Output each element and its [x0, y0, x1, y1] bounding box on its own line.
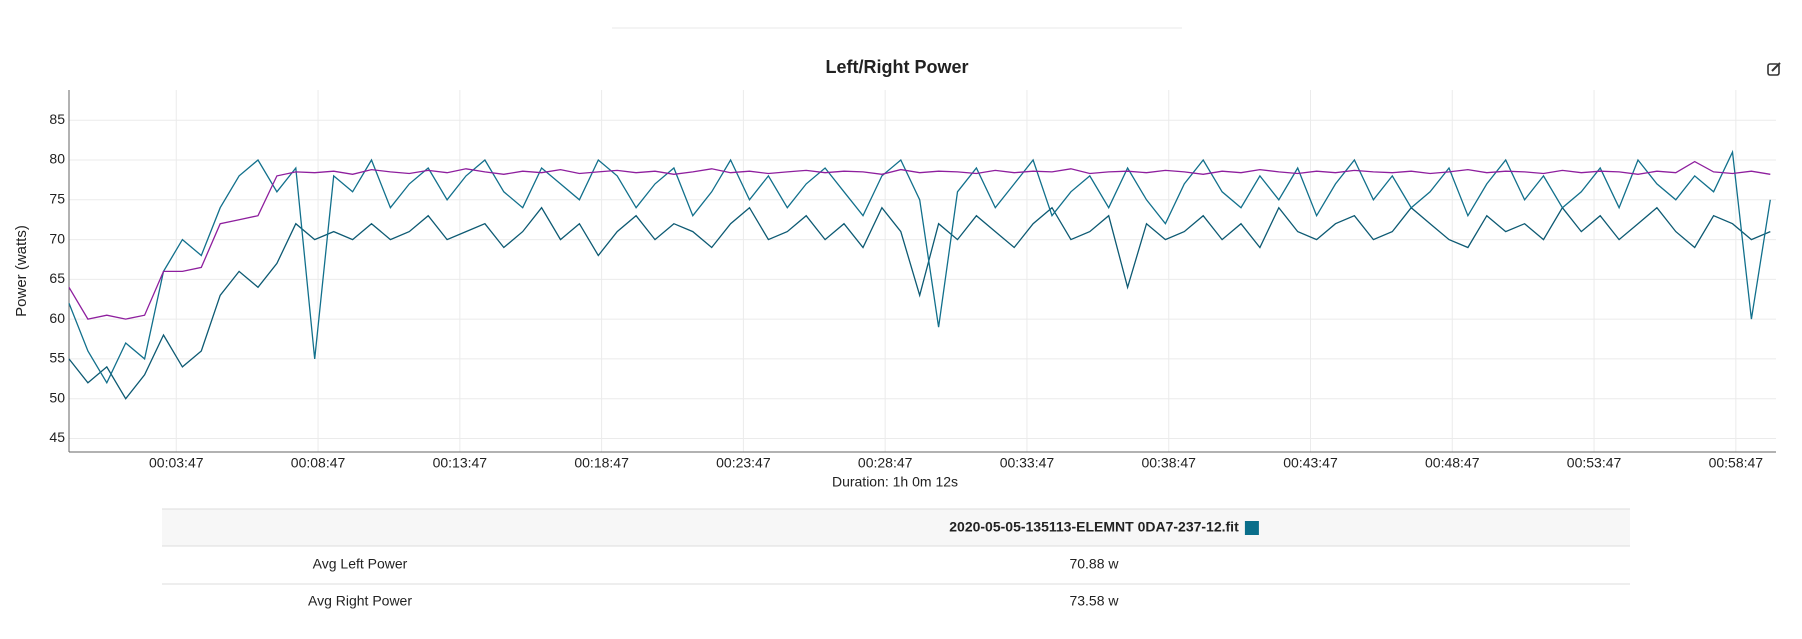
row-label: Avg Left Power — [313, 556, 408, 572]
x-tick-label: 00:08:47 — [291, 455, 346, 471]
y-tick-label: 65 — [49, 270, 65, 286]
x-tick-label: 00:33:47 — [1000, 455, 1055, 471]
x-tick-label: 00:43:47 — [1283, 455, 1338, 471]
series-line — [68, 160, 1771, 320]
series-line — [68, 149, 1771, 385]
table-header — [162, 509, 1630, 546]
y-tick-label: 55 — [49, 350, 65, 366]
row-label: Avg Right Power — [308, 593, 412, 609]
x-tick-label: 00:18:47 — [574, 455, 629, 471]
x-tick-label: 00:48:47 — [1425, 455, 1480, 471]
edit-icon[interactable] — [1767, 62, 1781, 76]
chart-title: Left/Right Power — [826, 57, 969, 77]
x-tick-label: 00:38:47 — [1141, 455, 1196, 471]
x-tick-label: 00:23:47 — [716, 455, 771, 471]
x-tick-label: 00:03:47 — [149, 455, 204, 471]
row-value: 73.58 w — [1069, 593, 1119, 609]
x-tick-label: 00:58:47 — [1709, 455, 1764, 471]
y-tick-label: 45 — [49, 429, 65, 445]
row-value: 70.88 w — [1069, 556, 1119, 572]
x-tick-label: 00:13:47 — [433, 455, 488, 471]
y-tick-label: 80 — [49, 151, 65, 167]
x-tick-label: 00:28:47 — [858, 455, 913, 471]
y-tick-label: 60 — [49, 310, 65, 326]
legend-swatch — [1244, 521, 1259, 535]
x-tick-label: 00:53:47 — [1567, 455, 1622, 471]
y-tick-label: 75 — [49, 190, 65, 206]
y-axis-label: Power (watts) — [13, 225, 30, 317]
y-tick-label: 50 — [49, 389, 65, 405]
series-line — [68, 206, 1771, 400]
y-tick-label: 85 — [49, 111, 65, 127]
x-axis-label: Duration: 1h 0m 12s — [832, 474, 958, 490]
table-header-text: 2020-05-05-135113-ELEMNT 0DA7-237-12.fit — [949, 519, 1239, 535]
y-tick-label: 70 — [49, 230, 65, 246]
